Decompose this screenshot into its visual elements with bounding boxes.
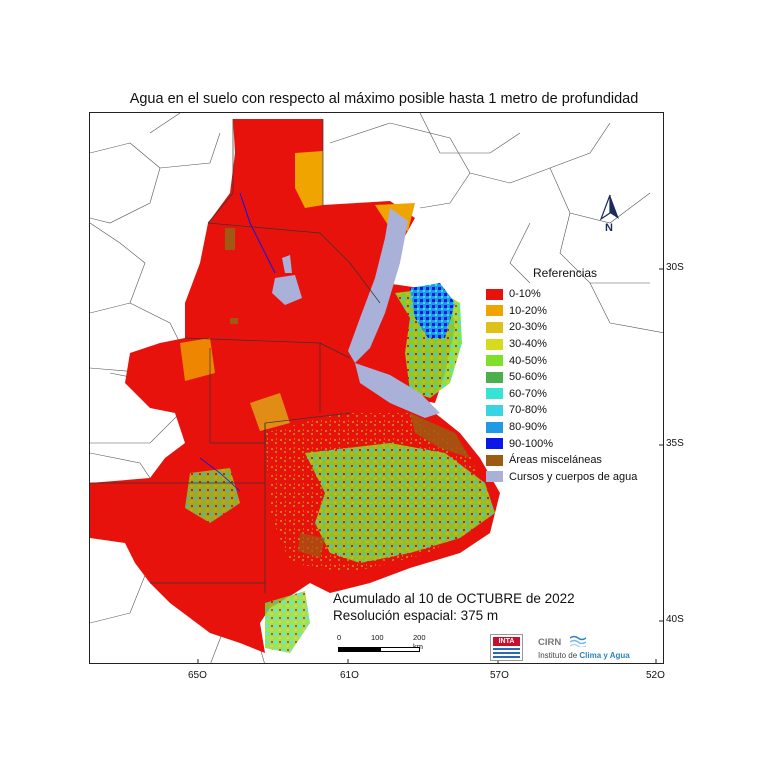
scale-label-0: 0 <box>337 633 342 642</box>
legend-item: 50-60% <box>486 369 666 386</box>
legend-label: 80-90% <box>509 421 547 434</box>
legend-label: Cursos y cuerpos de agua <box>509 470 638 483</box>
cirn-waves-icon <box>570 635 586 647</box>
legend-item: 60-70% <box>486 386 666 403</box>
scale-segment-white <box>380 647 420 652</box>
legend-item: 30-40% <box>486 336 666 353</box>
legend-label: 50-60% <box>509 371 547 384</box>
legend-swatch <box>486 288 503 300</box>
x-tick-57O: 57O <box>490 670 509 681</box>
frame-ticks <box>197 268 663 663</box>
legend-label: 90-100% <box>509 437 554 450</box>
legend-label: 0-10% <box>509 288 541 301</box>
legend-label: 60-70% <box>509 387 547 400</box>
scale-bar: 0 100 200 km <box>333 633 426 657</box>
legend-swatch <box>486 454 503 466</box>
legend-label: 40-50% <box>509 354 547 367</box>
y-tick-30S: 30S <box>666 262 684 273</box>
instituto-logo-text: Instituto de Clima y Agua <box>538 651 630 660</box>
legend-item: 90-100% <box>486 435 666 452</box>
legend-swatch <box>486 404 503 416</box>
instituto-name: Clima y Agua <box>579 651 630 660</box>
legend-swatch <box>486 321 503 333</box>
north-arrow-icon <box>599 194 619 221</box>
legend-item: 0-10% <box>486 286 666 303</box>
x-tick-52O: 52O <box>646 670 665 681</box>
x-tick-65O: 65O <box>188 670 207 681</box>
legend-item: 80-90% <box>486 419 666 436</box>
cirn-logo-text: CIRN <box>538 637 562 648</box>
legend-label: 20-30% <box>509 321 547 334</box>
legend-swatch <box>486 438 503 450</box>
legend-item: Cursos y cuerpos de agua <box>486 469 666 486</box>
inta-logo-stripes <box>493 648 520 658</box>
scale-segment-black <box>338 647 381 652</box>
legend-label: 70-80% <box>509 404 547 417</box>
scale-label-200: 200 km <box>413 633 426 651</box>
map-canvas <box>90 113 663 663</box>
legend-label: Áreas misceláneas <box>509 454 602 467</box>
legend-label: 30-40% <box>509 338 547 351</box>
inta-logo-text: INTA <box>493 637 520 646</box>
north-arrow <box>598 193 622 233</box>
legend-label: 10-20% <box>509 304 547 317</box>
legend-swatch <box>486 338 503 350</box>
map-title: Agua en el suelo con respecto al máximo … <box>129 91 639 107</box>
north-label: N <box>605 222 613 234</box>
legend-swatch <box>486 471 503 483</box>
legend-swatch <box>486 388 503 400</box>
map-frame <box>89 112 664 664</box>
legend-items: 0-10% 10-20% 20-30% 30-40% 40-50% 50-60% 60-70… <box>486 286 666 485</box>
scale-label-100: 100 <box>371 633 384 642</box>
instituto-prefix: Instituto de <box>538 651 578 660</box>
y-tick-40S: 40S <box>666 614 684 625</box>
spatial-resolution: Resolución espacial: 375 m <box>333 608 499 623</box>
legend-swatch <box>486 305 503 317</box>
legend-item: 40-50% <box>486 352 666 369</box>
legend-item: Áreas misceláneas <box>486 452 666 469</box>
legend-item: 20-30% <box>486 319 666 336</box>
legend-item: 70-80% <box>486 402 666 419</box>
province-borders <box>90 119 381 593</box>
accumulation-date: Acumulado al 10 de OCTUBRE de 2022 <box>333 591 575 606</box>
legend-swatch <box>486 355 503 367</box>
inta-logo: INTA <box>490 634 523 661</box>
legend-title: Referencias <box>533 266 598 280</box>
legend-swatch <box>486 421 503 433</box>
legend: Referencias 0-10% 10-20% 20-30% 30-40% 40-50… <box>486 266 666 485</box>
legend-item: 10-20% <box>486 303 666 320</box>
x-tick-61O: 61O <box>340 670 359 681</box>
accumulation-info: Acumulado al 10 de OCTUBRE de 2022 Resol… <box>333 590 575 624</box>
y-tick-35S: 35S <box>666 438 684 449</box>
legend-swatch <box>486 371 503 383</box>
soil-water-region <box>90 119 500 653</box>
